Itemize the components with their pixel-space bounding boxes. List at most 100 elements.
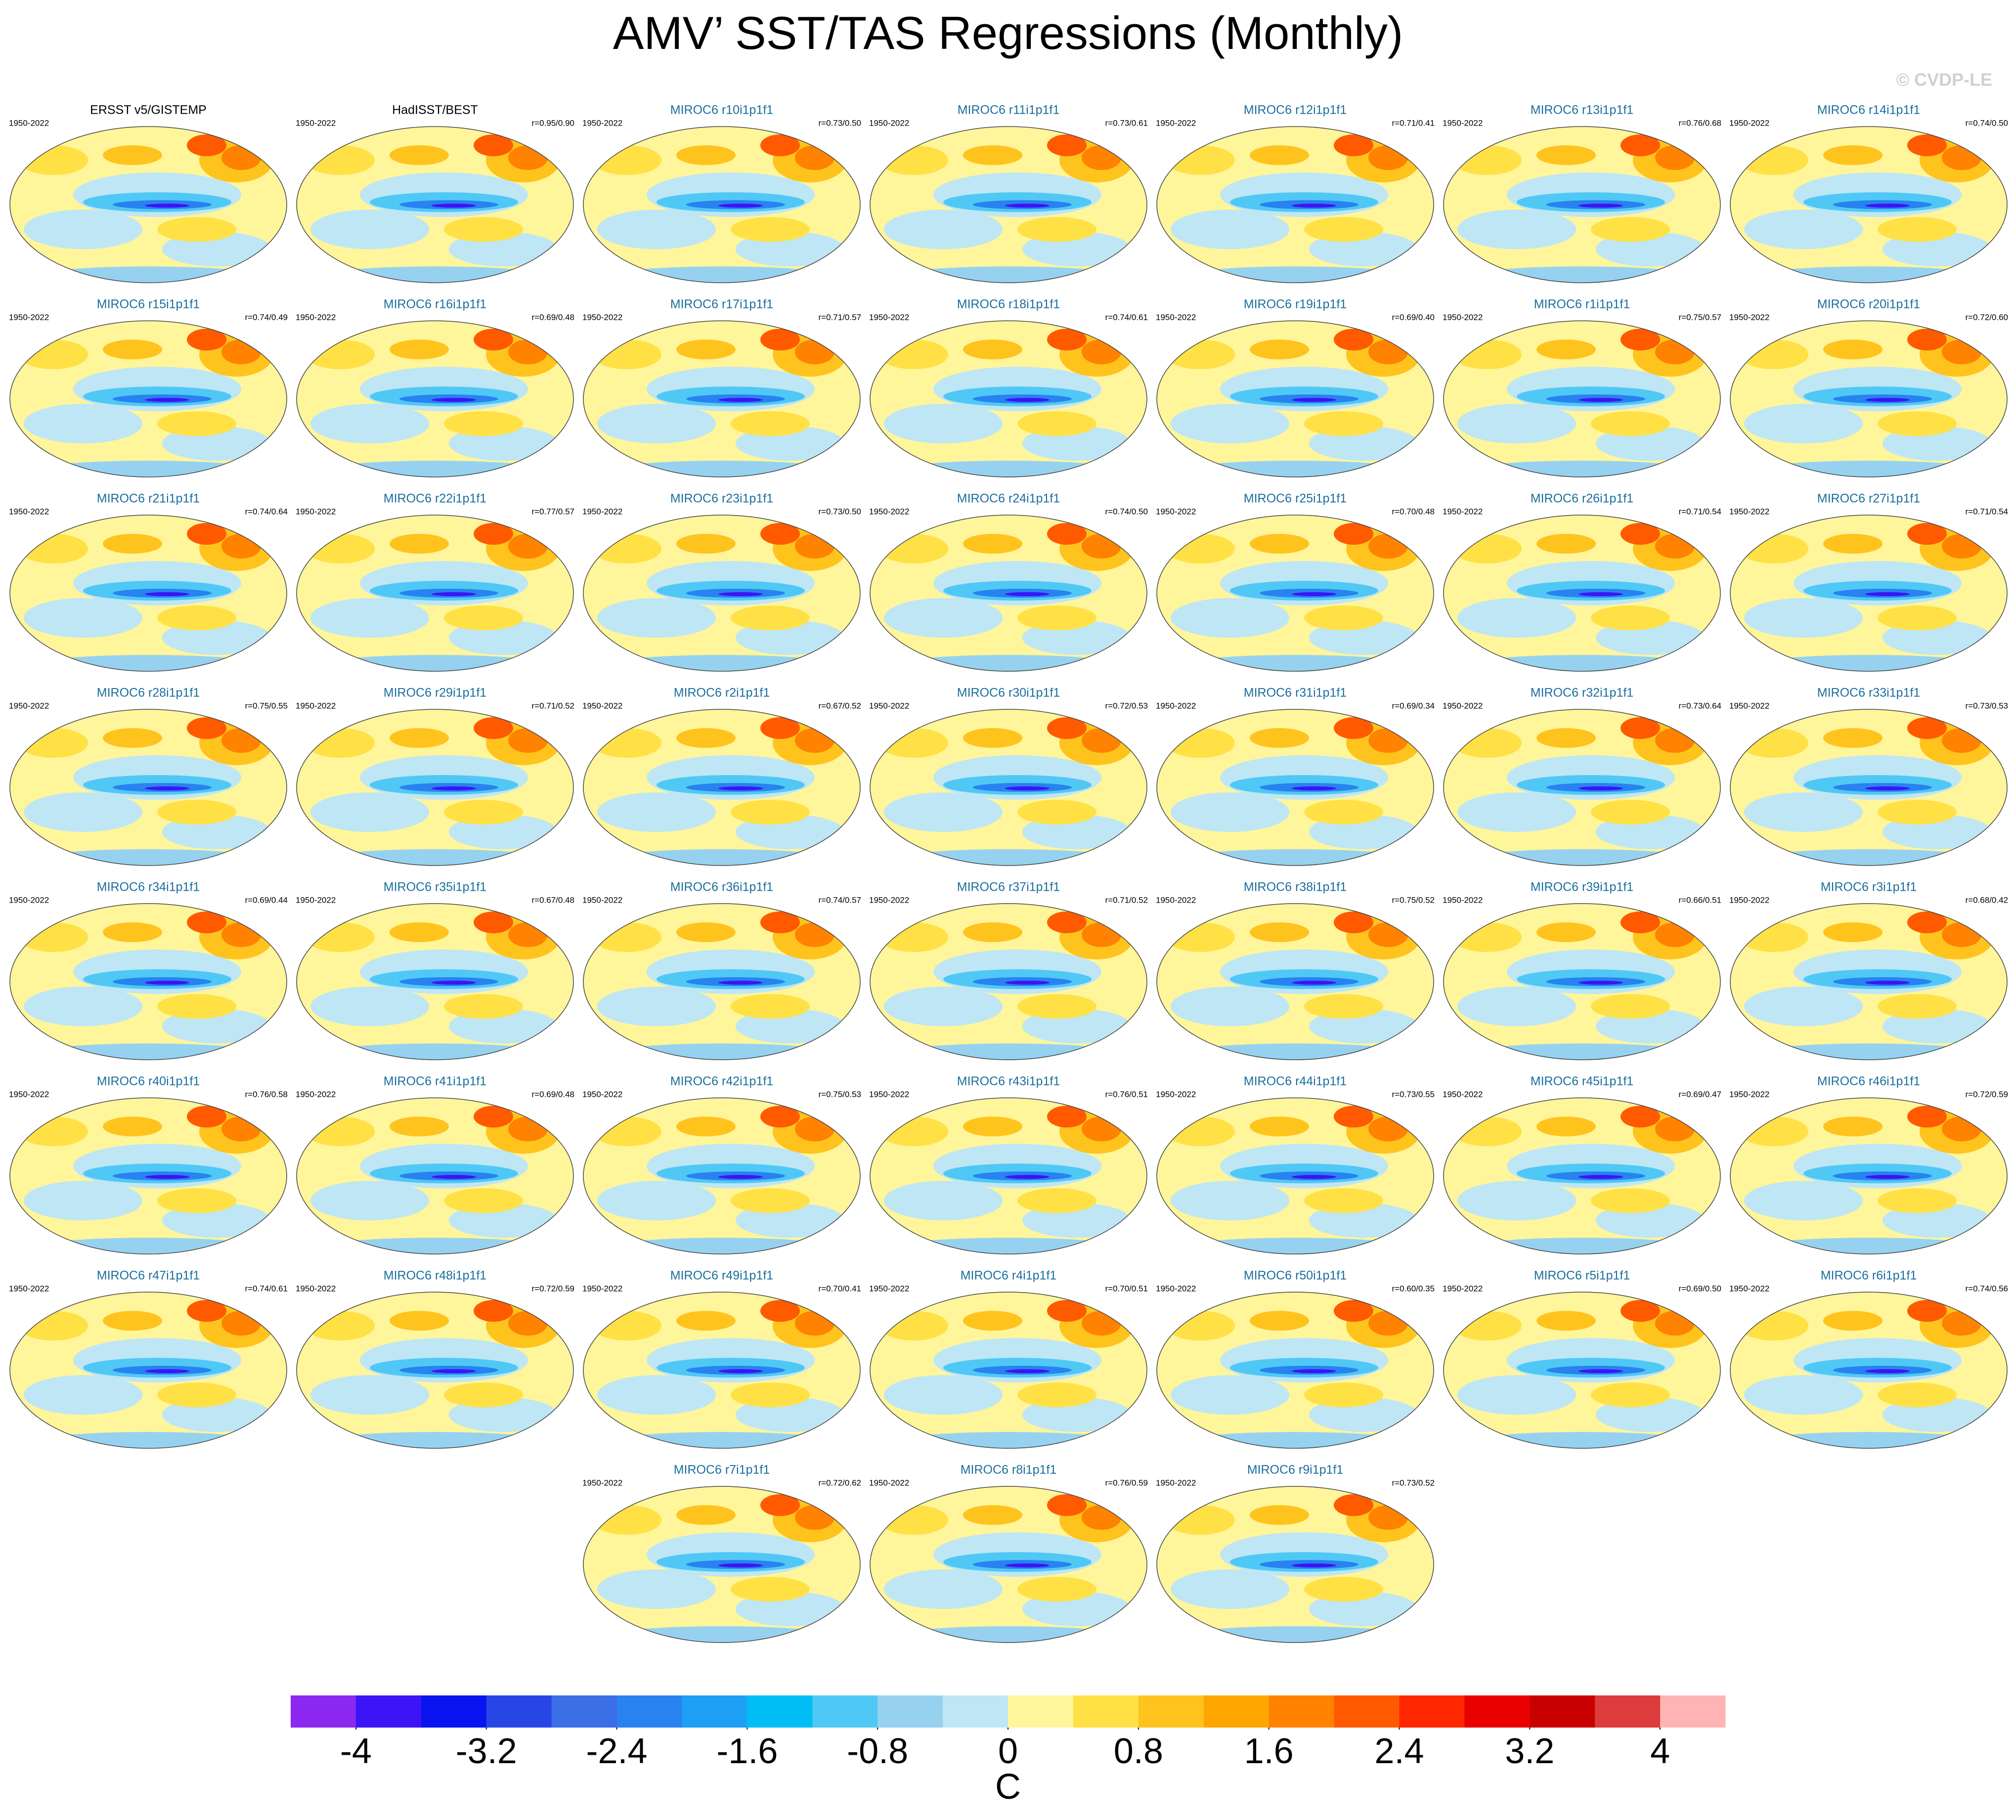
panel: MIROC6 r44i1p1f1 1950-2022 r=0.73/0.55 <box>1156 1075 1435 1257</box>
panel-period: 1950-2022 <box>869 1089 909 1099</box>
map <box>582 126 861 286</box>
panel: MIROC6 r50i1p1f1 1950-2022 r=0.60/0.35 <box>1156 1269 1435 1452</box>
panel: MIROC6 r25i1p1f1 1950-2022 r=0.70/0.48 <box>1156 492 1435 675</box>
panel-period: 1950-2022 <box>1443 312 1483 322</box>
panel-title: MIROC6 r4i1p1f1 <box>961 1269 1057 1283</box>
map <box>582 1097 861 1257</box>
map <box>1156 1485 1435 1646</box>
colorbar-box <box>682 1695 747 1728</box>
panel: MIROC6 r29i1p1f1 1950-2022 r=0.71/0.52 <box>296 686 574 869</box>
panel: MIROC6 r16i1p1f1 1950-2022 r=0.69/0.48 <box>296 298 574 480</box>
colorbar-label: C <box>995 1767 1021 1807</box>
panel-title: MIROC6 r45i1p1f1 <box>1531 1075 1633 1088</box>
colorbar-box <box>943 1695 1008 1728</box>
panel-period: 1950-2022 <box>869 1478 909 1487</box>
panel: MIROC6 r20i1p1f1 1950-2022 r=0.72/0.60 <box>1729 298 2008 480</box>
colorbar-tick-label: 3.2 <box>1505 1732 1554 1771</box>
colorbar-box <box>355 1695 422 1728</box>
panel-correlation: r=0.69/0.47 <box>1679 1089 1722 1099</box>
panel-title: MIROC6 r9i1p1f1 <box>1247 1463 1344 1477</box>
map <box>869 1097 1148 1257</box>
panel: ERSST v5/GISTEMP 1950-2022 <box>9 103 288 286</box>
colorbar-box <box>291 1695 356 1728</box>
map <box>1443 708 1721 869</box>
colorbar-box <box>1530 1695 1595 1728</box>
panel-period: 1950-2022 <box>1729 118 1769 128</box>
panel-correlation: r=0.69/0.48 <box>532 1089 575 1099</box>
panel: MIROC6 r6i1p1f1 1950-2022 r=0.74/0.56 <box>1729 1269 2008 1452</box>
panel-title: MIROC6 r8i1p1f1 <box>961 1463 1057 1477</box>
map <box>296 126 574 286</box>
panel-correlation: r=0.74/0.64 <box>245 507 288 516</box>
panel-correlation: r=0.68/0.42 <box>1966 895 2009 905</box>
panel-title: MIROC6 r22i1p1f1 <box>384 492 486 506</box>
panel: MIROC6 r33i1p1f1 1950-2022 r=0.73/0.53 <box>1729 686 2008 869</box>
panel-title: MIROC6 r23i1p1f1 <box>670 492 773 506</box>
panel-title: MIROC6 r16i1p1f1 <box>384 298 486 311</box>
panel-correlation: r=0.69/0.44 <box>245 895 288 905</box>
colorbar-box <box>421 1695 487 1728</box>
panel-title: MIROC6 r15i1p1f1 <box>97 298 200 311</box>
panel: MIROC6 r1i1p1f1 1950-2022 r=0.75/0.57 <box>1443 298 1721 480</box>
map <box>1443 320 1721 480</box>
map <box>582 1291 861 1452</box>
panel: MIROC6 r7i1p1f1 1950-2022 r=0.72/0.62 <box>582 1463 861 1646</box>
map <box>582 903 861 1063</box>
watermark: © CVDP-LE <box>1896 70 1992 90</box>
panel: MIROC6 r46i1p1f1 1950-2022 r=0.72/0.59 <box>1729 1075 2008 1257</box>
panel: MIROC6 r21i1p1f1 1950-2022 r=0.74/0.64 <box>9 492 288 675</box>
panel-correlation: r=0.72/0.60 <box>1966 312 2009 322</box>
panel-correlation: r=0.60/0.35 <box>1392 1284 1435 1293</box>
panel-period: 1950-2022 <box>296 701 336 710</box>
panel-title: MIROC6 r1i1p1f1 <box>1534 298 1630 311</box>
colorbar-tick-label: -2.4 <box>586 1732 648 1771</box>
panel-correlation: r=0.75/0.57 <box>1679 312 1722 322</box>
panel-title: MIROC6 r47i1p1f1 <box>97 1269 200 1283</box>
map <box>1443 903 1721 1063</box>
panel: MIROC6 r27i1p1f1 1950-2022 r=0.71/0.54 <box>1729 492 2008 675</box>
panel-correlation: r=0.75/0.53 <box>819 1089 862 1099</box>
colorbar-tick-label: -3.2 <box>456 1732 517 1771</box>
panel-period: 1950-2022 <box>1729 1284 1769 1293</box>
map <box>296 320 574 480</box>
panel-period: 1950-2022 <box>9 507 49 516</box>
panel-title: MIROC6 r32i1p1f1 <box>1531 686 1633 700</box>
panel-period: 1950-2022 <box>296 1284 336 1293</box>
panel-title: MIROC6 r11i1p1f1 <box>958 103 1060 117</box>
panel-correlation: r=0.67/0.48 <box>532 895 575 905</box>
map <box>9 320 288 480</box>
colorbar-box <box>747 1695 813 1728</box>
panel-correlation: r=0.74/0.50 <box>1966 118 2009 128</box>
panel: MIROC6 r35i1p1f1 1950-2022 r=0.67/0.48 <box>296 880 574 1063</box>
panel-correlation: r=0.72/0.59 <box>532 1284 575 1293</box>
panel-title: MIROC6 r50i1p1f1 <box>1244 1269 1347 1283</box>
colorbar-box <box>1073 1695 1139 1728</box>
panel-title: MIROC6 r17i1p1f1 <box>670 298 773 311</box>
panel-title: MIROC6 r5i1p1f1 <box>1534 1269 1630 1283</box>
panel-correlation: r=0.74/0.57 <box>819 895 862 905</box>
map <box>296 708 574 869</box>
panel: MIROC6 r17i1p1f1 1950-2022 r=0.71/0.57 <box>582 298 861 480</box>
panel: MIROC6 r42i1p1f1 1950-2022 r=0.75/0.53 <box>582 1075 861 1257</box>
map <box>1443 1291 1721 1452</box>
panel: MIROC6 r26i1p1f1 1950-2022 r=0.71/0.54 <box>1443 492 1721 675</box>
map <box>9 1097 288 1257</box>
panel-period: 1950-2022 <box>1443 118 1483 128</box>
panel-title: MIROC6 r24i1p1f1 <box>957 492 1060 506</box>
panel: MIROC6 r49i1p1f1 1950-2022 r=0.70/0.41 <box>582 1269 861 1452</box>
panel: MIROC6 r14i1p1f1 1950-2022 r=0.74/0.50 <box>1729 103 2008 286</box>
panel-title: MIROC6 r13i1p1f1 <box>1531 103 1633 117</box>
panel-correlation: r=0.73/0.52 <box>1392 1478 1435 1487</box>
panel-correlation: r=0.74/0.61 <box>1105 312 1148 322</box>
panel-title: MIROC6 r44i1p1f1 <box>1244 1075 1347 1088</box>
panel-correlation: r=0.73/0.50 <box>819 118 862 128</box>
map <box>1156 1291 1435 1452</box>
panel-period: 1950-2022 <box>582 1478 622 1487</box>
panel-title: MIROC6 r6i1p1f1 <box>1821 1269 1917 1283</box>
panel: MIROC6 r2i1p1f1 1950-2022 r=0.67/0.52 <box>582 686 861 869</box>
map <box>1729 1097 2008 1257</box>
panel-correlation: r=0.75/0.52 <box>1392 895 1435 905</box>
panel-correlation: r=0.73/0.64 <box>1679 701 1722 710</box>
panel-period: 1950-2022 <box>1156 507 1196 516</box>
